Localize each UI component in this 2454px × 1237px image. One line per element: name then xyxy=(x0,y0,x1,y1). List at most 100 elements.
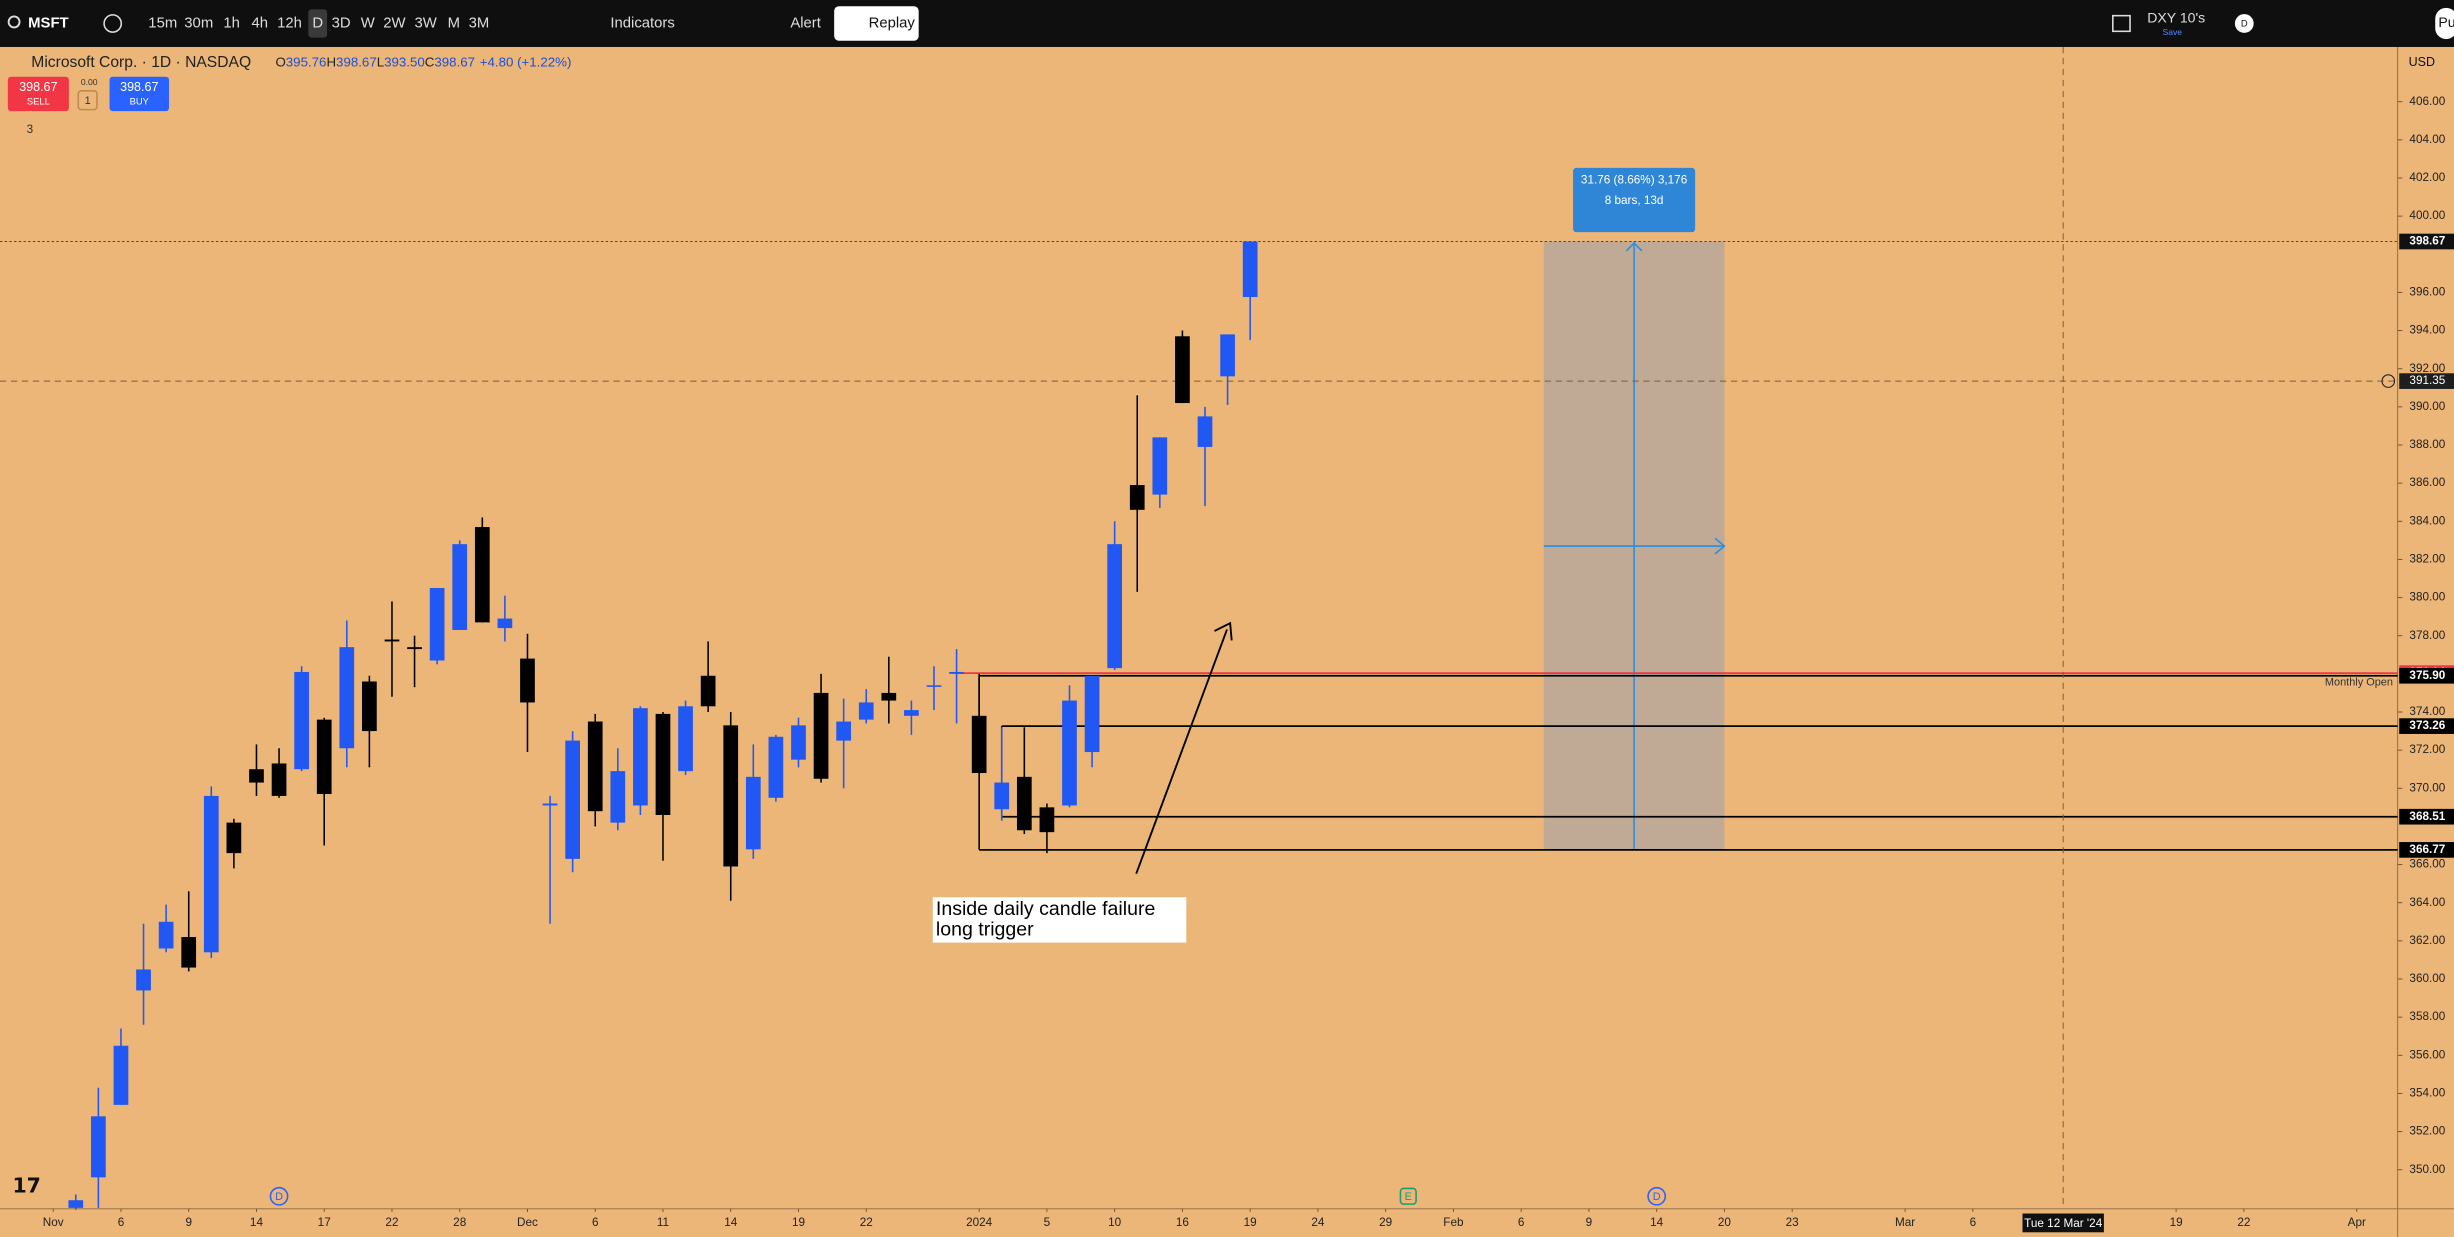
interval-selected[interactable] xyxy=(308,9,328,38)
search-icon[interactable] xyxy=(7,15,21,29)
interval-button[interactable]: M xyxy=(448,15,460,31)
crosshair-price-label: 391.35 xyxy=(2409,374,2445,387)
sell-label[interactable]: SELL xyxy=(27,95,50,106)
y-tick-label: 378.00 xyxy=(2409,629,2445,642)
instrument-name: Microsoft Corp. · 1D · NASDAQ xyxy=(31,54,251,71)
candle-body xyxy=(610,771,626,823)
x-tick-label: Feb xyxy=(1443,1216,1464,1229)
level-note: Monthly Open xyxy=(2325,676,2393,688)
candle-body xyxy=(113,1045,129,1105)
add-symbol[interactable] xyxy=(103,14,123,33)
symbol[interactable]: MSFT xyxy=(28,15,68,31)
event-label[interactable]: D xyxy=(1653,1191,1661,1203)
candle-body xyxy=(633,708,648,806)
avatar[interactable]: D xyxy=(2241,18,2248,29)
candle-body xyxy=(881,692,897,701)
y-tick-label: 372.00 xyxy=(2409,743,2445,756)
x-tick-label: 22 xyxy=(385,1216,398,1229)
x-tick-label: 22 xyxy=(2237,1216,2250,1229)
candle-body xyxy=(949,671,964,674)
candle-body xyxy=(1197,416,1213,447)
last-price-label: 398.67 xyxy=(2409,235,2445,248)
sell-button[interactable] xyxy=(7,76,69,112)
candle-body xyxy=(565,740,580,859)
x-tick-label: Apr xyxy=(2348,1216,2366,1229)
y-tick-label: 392.00 xyxy=(2409,362,2445,375)
candle-body xyxy=(136,969,151,991)
x-tick-label: Mar xyxy=(1895,1216,1915,1229)
interval-button[interactable]: 1h xyxy=(223,15,240,31)
interval-button[interactable]: 3M xyxy=(469,15,490,31)
candle-body xyxy=(971,715,987,774)
event-label[interactable]: E xyxy=(1405,1191,1412,1203)
candle-body xyxy=(226,822,242,854)
candle-body xyxy=(723,725,739,867)
interval-button[interactable]: D xyxy=(312,15,323,31)
interval-button[interactable]: 4h xyxy=(252,15,269,31)
event-marker[interactable] xyxy=(1399,1187,1417,1205)
save-label[interactable]: Save xyxy=(2162,27,2182,37)
ohlc-part: O xyxy=(275,54,285,69)
level-label: 375.90 xyxy=(2409,669,2445,682)
candle-body xyxy=(497,618,513,629)
candle-body xyxy=(520,658,535,703)
candle-body xyxy=(791,725,806,760)
sell-price[interactable]: 398.67 xyxy=(19,80,57,94)
interval-button[interactable]: 3D xyxy=(332,15,351,31)
ohlc-part: H xyxy=(326,54,336,69)
ohlc-part: 398.67 xyxy=(434,54,475,69)
x-tick-label: 9 xyxy=(185,1216,192,1229)
y-tick-label: 400.00 xyxy=(2409,209,2445,222)
interval-button[interactable]: 3W xyxy=(415,15,437,31)
y-tick-label: 386.00 xyxy=(2409,476,2445,489)
position-stats: 8 bars, 13d xyxy=(1605,194,1664,207)
user-bg[interactable] xyxy=(2435,7,2454,40)
replay-bg[interactable] xyxy=(834,6,919,41)
indicators-button[interactable]: Indicators xyxy=(610,15,674,31)
qty[interactable]: 1 xyxy=(85,95,91,107)
checkbox[interactable] xyxy=(2112,14,2131,33)
candle-body xyxy=(452,544,468,630)
candle-body xyxy=(1084,675,1100,753)
buy-price[interactable]: 398.67 xyxy=(120,80,158,94)
candle-body xyxy=(429,588,445,661)
avatar-bg[interactable] xyxy=(2234,14,2254,33)
position-stats-box xyxy=(1573,167,1696,233)
x-tick-label: 11 xyxy=(657,1216,669,1229)
crosshair-plus[interactable] xyxy=(2381,374,2396,388)
candle-body xyxy=(1129,485,1145,510)
crosshair-time-tag xyxy=(2022,1213,2104,1233)
buy-button[interactable] xyxy=(109,76,170,112)
qty-box[interactable] xyxy=(77,90,98,111)
interval-button[interactable]: 2W xyxy=(383,15,405,31)
event-marker[interactable] xyxy=(1647,1186,1667,1206)
x-tick-label: 22 xyxy=(860,1216,873,1229)
event-label[interactable]: D xyxy=(275,1191,283,1203)
interval-button[interactable]: W xyxy=(361,15,375,31)
x-tick-label: 28 xyxy=(453,1216,467,1229)
y-tick-label: 382.00 xyxy=(2409,553,2445,566)
candle-body xyxy=(474,527,490,623)
event-marker[interactable] xyxy=(269,1186,289,1206)
candle-body xyxy=(407,647,422,650)
crosshair-time-label: Tue 12 Mar '24 xyxy=(2024,1217,2103,1230)
interval-button[interactable]: 15m xyxy=(148,15,177,31)
toolbar xyxy=(0,0,2454,47)
buy-label[interactable]: BUY xyxy=(130,95,150,106)
replay-button[interactable]: Replay xyxy=(869,15,916,31)
alert-button[interactable]: Alert xyxy=(790,15,821,31)
interval-button[interactable]: 12h xyxy=(277,15,302,31)
y-tick-label: 350.00 xyxy=(2409,1163,2445,1176)
user[interactable]: Pu xyxy=(2438,14,2454,30)
collapse-count[interactable]: 3 xyxy=(27,123,34,136)
arrow-head xyxy=(1714,537,1726,555)
compare-symbol[interactable]: DXY 10's xyxy=(2147,10,2205,26)
interval-button[interactable]: 30m xyxy=(184,15,213,31)
currency[interactable]: USD xyxy=(2409,55,2435,69)
candle-body xyxy=(91,1116,106,1178)
candle-body xyxy=(836,721,852,741)
y-tick-label: 380.00 xyxy=(2409,591,2445,604)
y-tick-label: 396.00 xyxy=(2409,286,2445,299)
x-tick-label: 17 xyxy=(318,1216,331,1229)
